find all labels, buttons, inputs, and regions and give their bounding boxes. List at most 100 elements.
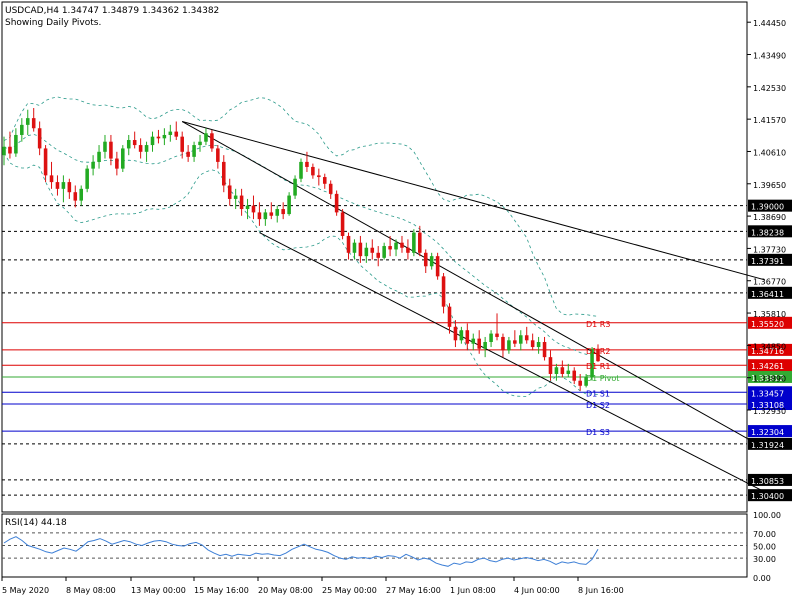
trendlines-layer: [181, 121, 765, 493]
time-tick-label: 1 Jun 08:00: [450, 586, 496, 595]
candle-body: [216, 148, 220, 162]
pivot-price-marker: [748, 370, 792, 383]
candle-body: [513, 340, 517, 344]
pivot-level-label: D1 R1: [586, 362, 610, 371]
candle-body: [352, 242, 357, 253]
candle-body: [305, 161, 309, 167]
candle-body: [14, 134, 18, 154]
time-axis-layer: 5 May 2020 8 May 08:00 13 May 00:00 15 May …: [1, 577, 624, 595]
candle-body: [174, 131, 179, 137]
price-marker-label: 1.37391: [751, 257, 784, 266]
candle-body: [132, 140, 137, 146]
candle-body: [388, 246, 392, 250]
price-marker-label: 1.38238: [751, 228, 784, 237]
candle-body: [322, 177, 327, 184]
candle-body: [542, 342, 547, 358]
time-tick-label: 20 May 08:00: [258, 586, 313, 595]
price-tick-label: 1.32930: [753, 407, 786, 416]
candle-body: [293, 178, 297, 196]
price-tick-label: 1.39650: [753, 181, 786, 190]
rsi-tick-label: 30.00: [753, 555, 776, 564]
price-tick-label: 1.44450: [753, 19, 786, 28]
candle-body: [495, 333, 499, 337]
candle-body: [370, 247, 375, 253]
candle-body: [406, 247, 410, 253]
candle-body: [376, 252, 381, 258]
price-marker-label: 1.36411: [751, 290, 784, 299]
candle-body: [126, 140, 131, 149]
candle-body: [121, 148, 125, 169]
price-axis-layer: 1.44450 1.43490 1.42530 1.41570 1.40610 1.396…: [747, 19, 786, 416]
candle-body: [251, 205, 256, 213]
price-tick-label: 1.38690: [753, 213, 786, 222]
pivot-price-marker: [748, 386, 792, 399]
trendline: [181, 121, 765, 449]
candle-body: [311, 166, 315, 176]
candle-body: [221, 161, 226, 186]
candle-body: [518, 335, 523, 344]
candle-body: [85, 168, 89, 189]
candle-body: [501, 336, 505, 351]
trendline: [259, 232, 765, 493]
candle-body: [269, 212, 274, 216]
candle-body: [162, 134, 167, 139]
bollinger-upper: [3, 96, 599, 317]
pivot-price-label: 1.33108: [751, 401, 784, 410]
pivot-price-marker: [748, 425, 792, 438]
candle-body: [233, 195, 238, 199]
candle-body: [548, 357, 553, 374]
rsi-tick-label: 0.00: [753, 574, 771, 583]
price-tick-label: 1.40610: [753, 148, 786, 157]
pivot-price-label: 1.33912: [751, 374, 784, 383]
price-marker-box: [748, 225, 792, 238]
candle-body: [507, 340, 511, 351]
trendline: [182, 121, 765, 281]
candle-body: [73, 192, 78, 201]
candle-body: [554, 367, 559, 374]
price-tick-label: 1.43490: [753, 52, 786, 61]
candle-body: [67, 182, 72, 193]
candle-body: [239, 195, 244, 210]
candle-body: [25, 118, 30, 125]
pivot-level-label: D1 Pivot: [586, 374, 619, 383]
time-tick-label: 27 May 16:00: [386, 586, 441, 595]
bollinger-bands-layer: [3, 96, 599, 397]
candle-body: [364, 247, 369, 257]
price-tick-label: 1.41570: [753, 116, 786, 125]
candle-body: [459, 330, 464, 341]
pivot-price-marker: [748, 343, 792, 356]
candle-body: [31, 118, 36, 129]
time-tick-label: 13 May 00:00: [131, 586, 186, 595]
candle-body: [245, 205, 250, 210]
candle-body: [447, 306, 452, 327]
time-tick-label: 4 Jun 00:00: [514, 586, 560, 595]
time-tick-label: 15 May 16:00: [194, 586, 249, 595]
pivot-level-label: D1 S1: [586, 389, 610, 398]
candle-body: [210, 133, 214, 149]
rsi-tick-label: 100.00: [753, 511, 781, 520]
candles-layer: [2, 108, 600, 391]
rsi-layer: RSI(14) 44.18 100.00 70.00 50.00 30.00 0.00: [2, 511, 781, 583]
candle-body: [465, 330, 470, 344]
candle-body: [91, 161, 95, 169]
candle-body: [328, 183, 333, 194]
candle-body: [435, 256, 440, 277]
pivot-labels-layer: D1 R3 D1 R2 D1 R1 D1 Pivot D1 S1 D1 S2 D1 S3: [586, 320, 619, 437]
pivot-price-label: 1.34716: [751, 347, 784, 356]
candle-body: [566, 370, 571, 374]
candle-body: [49, 175, 54, 183]
price-marker-label: 1.30400: [751, 492, 784, 501]
price-marker-label: 1.31924: [751, 441, 784, 450]
candle-body: [477, 338, 481, 349]
price-levels-layer: 1.39000 1.38238 1.37391 1.36411 1.31924 1.308…: [2, 199, 792, 502]
candle-body: [263, 212, 268, 220]
candle-body: [257, 212, 262, 220]
candle-body: [150, 136, 155, 146]
candle-body: [115, 158, 119, 169]
candle-body: [400, 242, 404, 248]
pivot-price-marker: [748, 316, 792, 329]
candle-body: [103, 141, 107, 152]
pivot-price-label: 1.33457: [751, 389, 784, 398]
